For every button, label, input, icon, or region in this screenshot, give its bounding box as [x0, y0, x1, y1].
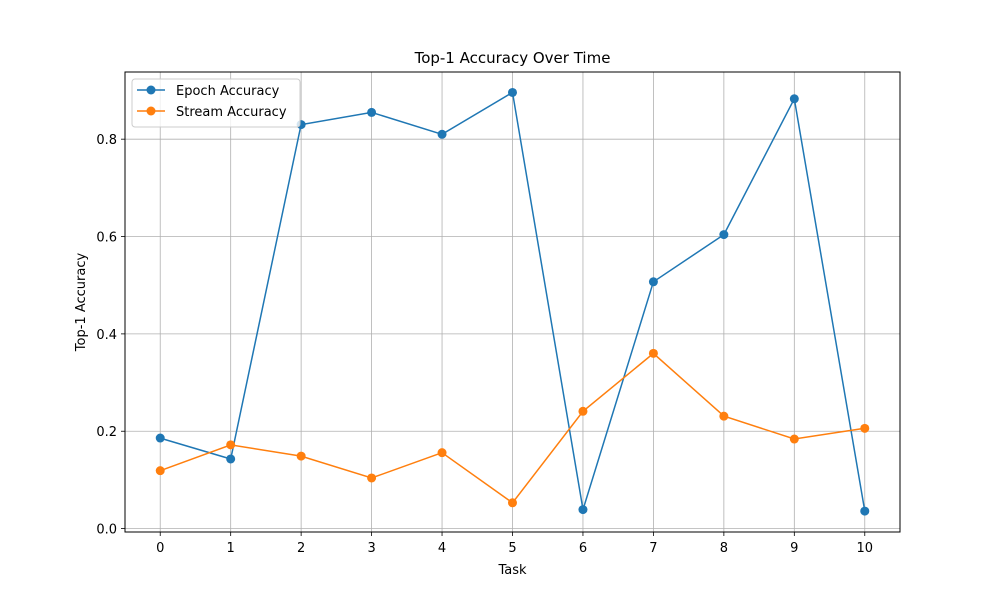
data-point-stream-accuracy [648, 348, 658, 358]
data-point-stream-accuracy [155, 466, 165, 476]
x-tick-label: 2 [297, 541, 305, 556]
x-axis-ticks: 0 1 2 3 4 5 6 7 8 9 10 [156, 532, 873, 556]
x-tick-label: 6 [579, 541, 587, 556]
data-point-stream-accuracy [226, 440, 236, 450]
legend-box [131, 78, 301, 128]
data-point-epoch-accuracy [719, 230, 729, 240]
data-point-epoch-accuracy [508, 87, 517, 97]
data-point-epoch-accuracy [648, 277, 658, 287]
y-tick-label: 0.8 [96, 133, 117, 148]
y-tick-label: 0.0 [96, 523, 117, 538]
data-point-epoch-accuracy [789, 94, 799, 104]
x-tick-label: 5 [508, 541, 516, 556]
data-point-stream-accuracy [296, 451, 306, 461]
legend-marker-stream-accuracy [146, 106, 156, 116]
data-point-epoch-accuracy [578, 505, 588, 515]
data-point-stream-accuracy [367, 473, 377, 483]
legend-label-epoch-accuracy: Epoch Accuracy [176, 84, 280, 99]
x-tick-label: 1 [227, 541, 235, 556]
legend-marker-epoch-accuracy [146, 85, 156, 95]
y-tick-label: 0.4 [96, 328, 117, 343]
x-tick-label: 8 [720, 541, 728, 556]
x-tick-label: 7 [649, 541, 657, 556]
data-point-epoch-accuracy [860, 506, 870, 516]
x-axis-label: Task [497, 563, 527, 578]
data-point-stream-accuracy [578, 406, 588, 416]
x-tick-label: 0 [156, 541, 164, 556]
x-tick-label: 3 [367, 541, 375, 556]
data-point-epoch-accuracy [437, 129, 447, 139]
data-point-stream-accuracy [508, 498, 517, 508]
y-axis-ticks: 0.0 0.2 0.4 0.6 0.8 [96, 133, 125, 538]
y-tick-label: 0.2 [96, 425, 117, 440]
x-tick-label: 4 [438, 541, 446, 556]
chart-title: Top-1 Accuracy Over Time [414, 49, 611, 67]
legend: Epoch Accuracy Stream Accuracy [131, 78, 301, 128]
legend-label-stream-accuracy: Stream Accuracy [176, 105, 287, 120]
data-point-epoch-accuracy [367, 107, 377, 117]
grid-lines [125, 72, 900, 532]
x-tick-label: 10 [856, 541, 873, 556]
data-point-epoch-accuracy [155, 433, 165, 443]
data-point-stream-accuracy [789, 434, 799, 444]
x-tick-label: 9 [790, 541, 798, 556]
data-point-stream-accuracy [719, 411, 729, 421]
y-axis-label: Top-1 Accuracy [74, 253, 89, 353]
data-point-epoch-accuracy [226, 454, 236, 464]
data-point-stream-accuracy [860, 423, 870, 433]
y-tick-label: 0.6 [96, 231, 117, 246]
data-point-stream-accuracy [437, 448, 447, 458]
